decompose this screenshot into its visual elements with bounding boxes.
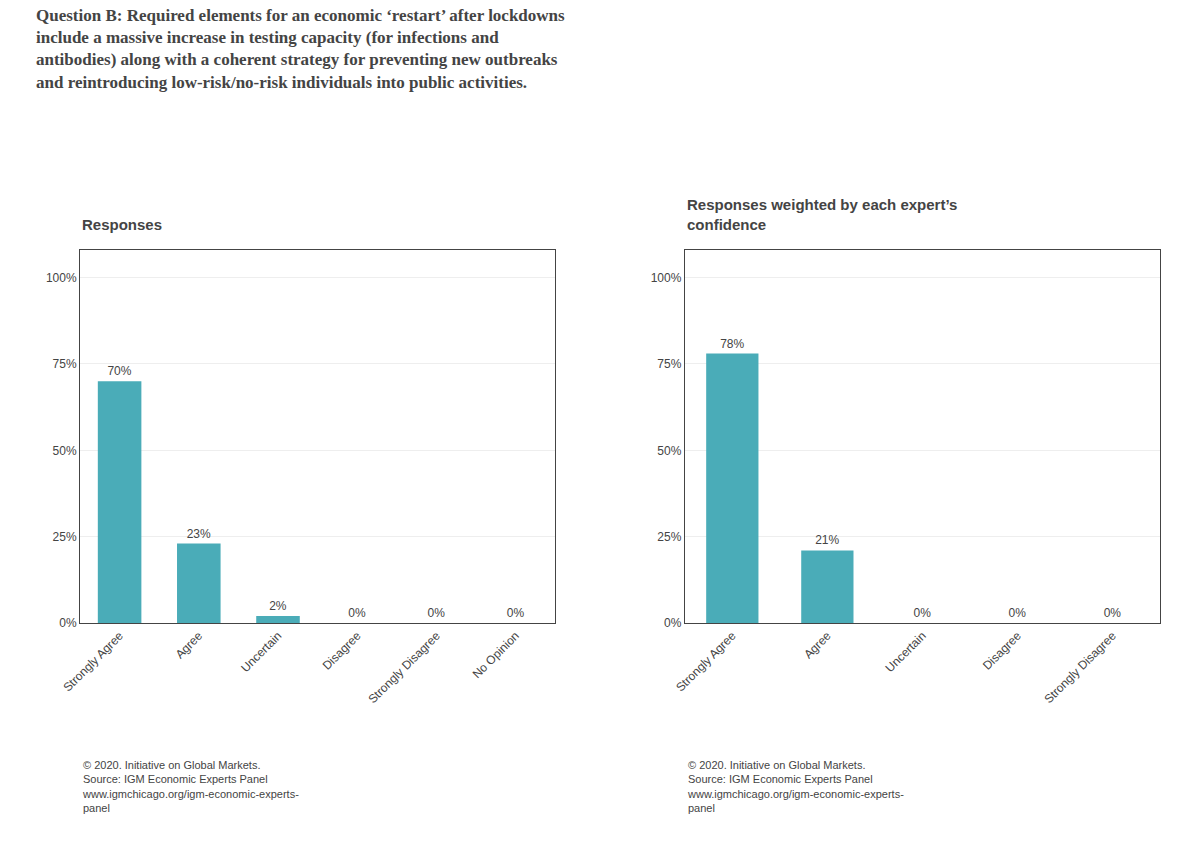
svg-text:78%: 78% <box>720 337 744 351</box>
svg-text:75%: 75% <box>53 357 77 371</box>
svg-text:Strongly Disagree: Strongly Disagree <box>365 629 443 707</box>
svg-text:Strongly Disagree: Strongly Disagree <box>1041 629 1119 707</box>
svg-text:Question B: Required elements: Question B: Required elements for an eco… <box>36 6 565 91</box>
svg-text:70%: 70% <box>107 364 131 378</box>
svg-text:0%: 0% <box>428 606 446 620</box>
svg-text:Disagree: Disagree <box>980 629 1024 673</box>
svg-text:© 2020. Initiative on Global M: © 2020. Initiative on Global Markets.Sou… <box>687 759 904 814</box>
svg-text:0%: 0% <box>1009 606 1027 620</box>
svg-text:2%: 2% <box>269 599 287 613</box>
svg-text:50%: 50% <box>657 444 681 458</box>
svg-text:Agree: Agree <box>173 629 206 662</box>
svg-text:© 2020. Initiative on Global M: © 2020. Initiative on Global Markets.Sou… <box>82 759 299 814</box>
svg-text:Disagree: Disagree <box>320 629 364 673</box>
svg-text:25%: 25% <box>53 530 77 544</box>
svg-text:100%: 100% <box>651 271 682 285</box>
svg-text:Uncertain: Uncertain <box>238 629 284 675</box>
svg-text:Uncertain: Uncertain <box>883 629 929 675</box>
svg-text:Responses weighted by each exp: Responses weighted by each expert’sconfi… <box>687 196 957 233</box>
svg-text:0%: 0% <box>348 606 366 620</box>
svg-text:21%: 21% <box>815 533 839 547</box>
svg-text:Strongly Agree: Strongly Agree <box>673 629 739 695</box>
svg-text:Responses: Responses <box>82 216 162 233</box>
svg-text:No Opinion: No Opinion <box>470 629 522 681</box>
svg-text:0%: 0% <box>914 606 932 620</box>
svg-text:50%: 50% <box>53 444 77 458</box>
svg-text:Agree: Agree <box>801 629 834 662</box>
svg-text:0%: 0% <box>664 616 682 630</box>
svg-text:0%: 0% <box>1104 606 1122 620</box>
svg-text:0%: 0% <box>59 616 77 630</box>
svg-text:23%: 23% <box>187 527 211 541</box>
svg-text:100%: 100% <box>46 271 77 285</box>
svg-text:0%: 0% <box>507 606 525 620</box>
svg-text:25%: 25% <box>657 530 681 544</box>
svg-text:Strongly Agree: Strongly Agree <box>60 629 126 695</box>
svg-text:75%: 75% <box>657 357 681 371</box>
